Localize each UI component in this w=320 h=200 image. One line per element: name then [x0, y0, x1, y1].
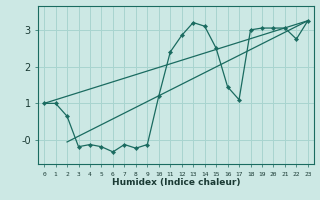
- X-axis label: Humidex (Indice chaleur): Humidex (Indice chaleur): [112, 178, 240, 187]
